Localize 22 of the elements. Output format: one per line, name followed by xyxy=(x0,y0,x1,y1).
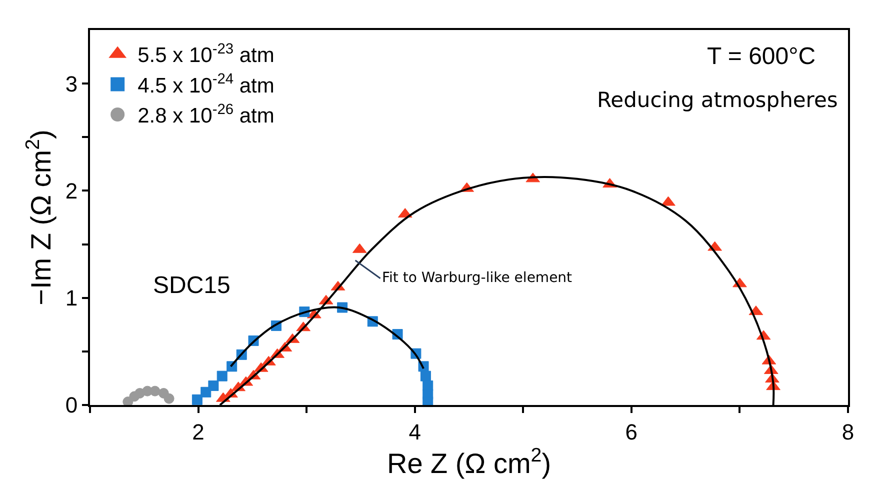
legend-label: 2.8 x 10$^{-26}$ atm xyxy=(138,102,274,128)
point xyxy=(420,370,431,382)
x-tick-label: 4 xyxy=(408,419,421,444)
x-tick-label: 8 xyxy=(842,419,854,444)
legend-label: 5.5 x 10$^{-23}$ atm xyxy=(138,41,274,68)
point xyxy=(192,394,202,405)
x-axis-title: Re Z (Ω cm$^{2}$) xyxy=(386,444,552,480)
legend-label: 4.5 x 10$^{-24}$ atm xyxy=(138,72,274,98)
x-tick-label: 2 xyxy=(192,419,204,444)
y-tick-label: 0 xyxy=(65,392,78,418)
annotation: Reducing atmospheres xyxy=(597,88,838,112)
y-tick-label: 1 xyxy=(65,286,78,311)
annotation: T = 600°C xyxy=(707,43,816,70)
x-tick-label: 6 xyxy=(625,419,638,444)
point xyxy=(216,370,228,382)
point xyxy=(164,393,174,404)
annotation: SDC15 xyxy=(153,272,230,299)
point xyxy=(150,386,160,396)
y-tick-label: 3 xyxy=(65,71,78,96)
y-tick-label: 2 xyxy=(65,178,78,204)
annotation: Fit to Warburg-like element xyxy=(382,270,573,286)
point xyxy=(208,380,219,391)
